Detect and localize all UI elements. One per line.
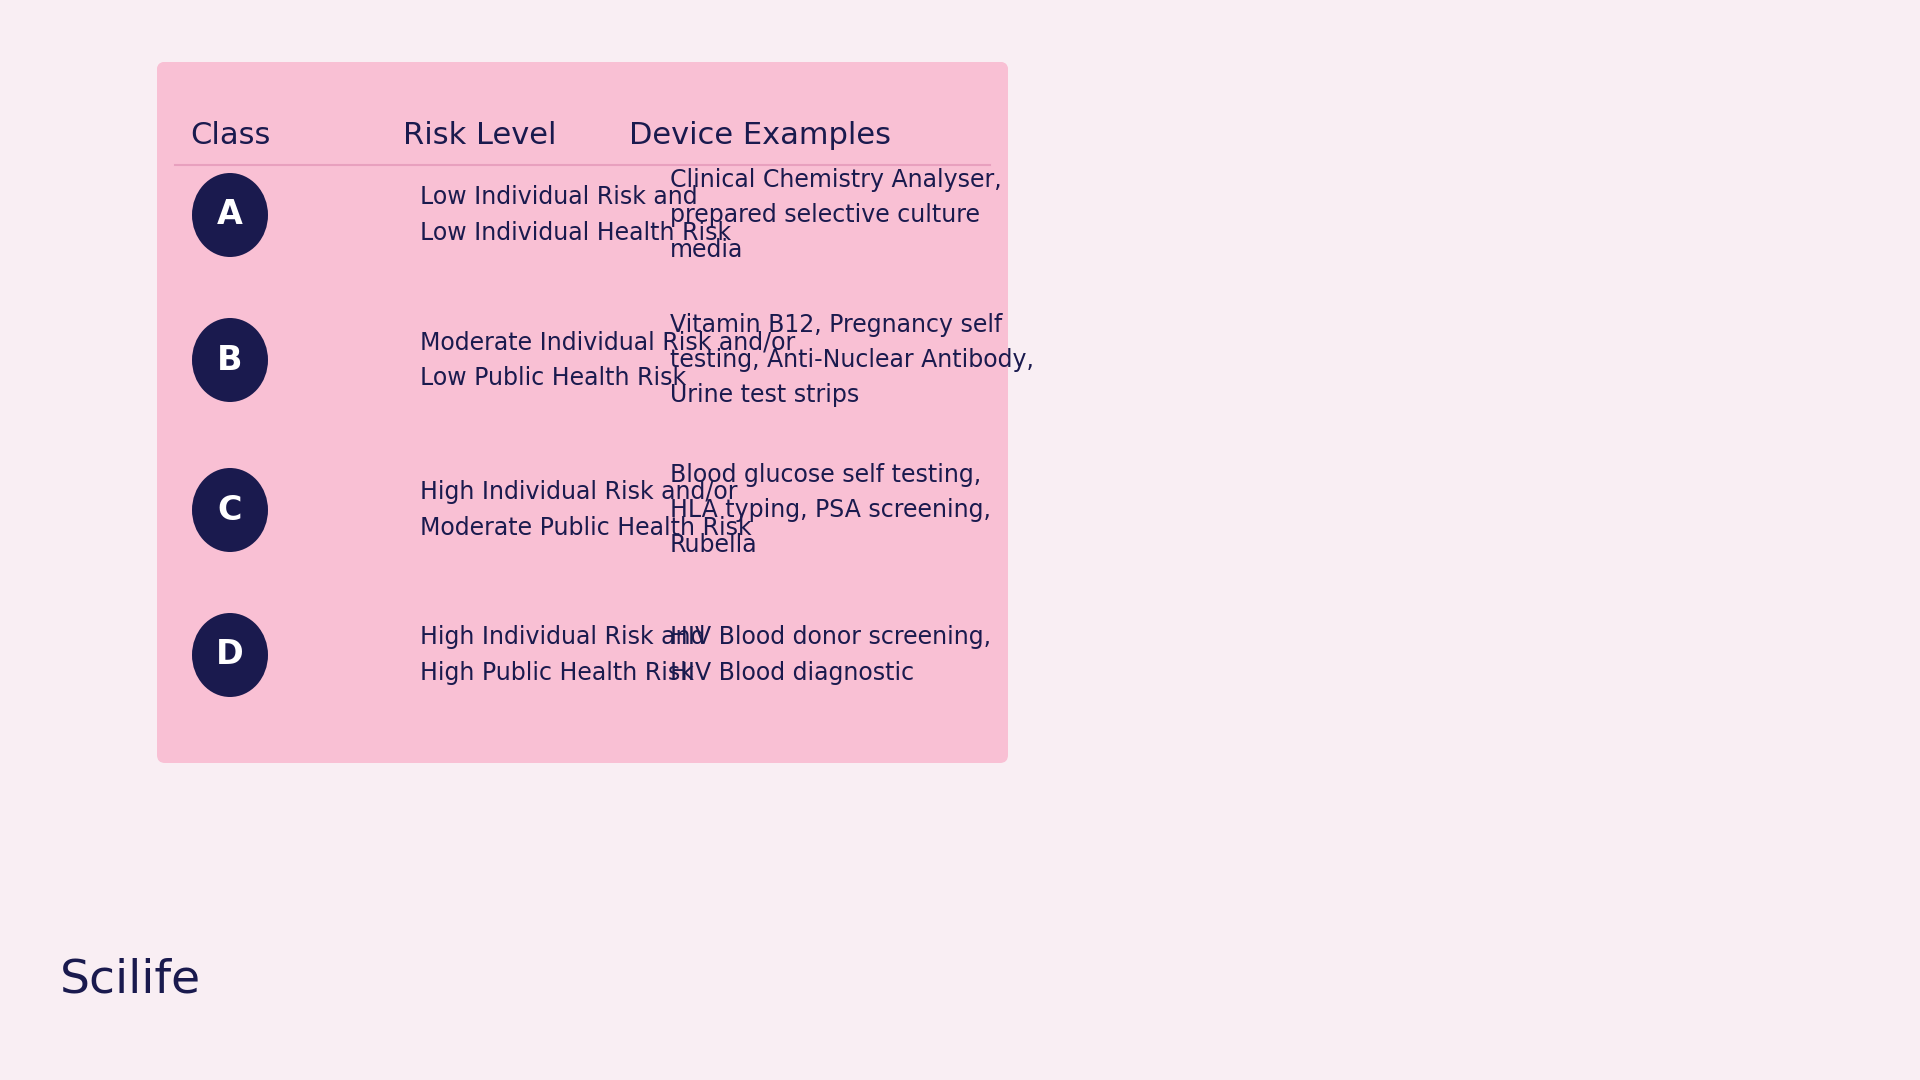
FancyBboxPatch shape <box>157 62 1008 168</box>
Text: Clinical Chemistry Analyser,
prepared selective culture
media: Clinical Chemistry Analyser, prepared se… <box>670 167 1002 262</box>
Ellipse shape <box>192 613 269 697</box>
Text: B: B <box>217 343 242 377</box>
Ellipse shape <box>192 318 269 402</box>
Text: Device Examples: Device Examples <box>630 121 891 149</box>
Ellipse shape <box>192 173 269 257</box>
Text: Scilife: Scilife <box>60 958 202 1002</box>
Text: Risk Level: Risk Level <box>403 121 557 149</box>
Text: C: C <box>217 494 242 526</box>
Text: Vitamin B12, Pregnancy self
testing, Anti-Nuclear Antibody,
Urine test strips: Vitamin B12, Pregnancy self testing, Ant… <box>670 312 1033 407</box>
Text: Blood glucose self testing,
HLA typing, PSA screening,
Rubella: Blood glucose self testing, HLA typing, … <box>670 462 991 557</box>
Text: High Individual Risk and/or
Moderate Public Health Risk: High Individual Risk and/or Moderate Pub… <box>420 481 751 540</box>
Text: Low Individual Risk and
Low Individual Health Risk: Low Individual Risk and Low Individual H… <box>420 186 732 245</box>
Text: A: A <box>217 199 244 231</box>
Text: Class: Class <box>190 121 271 149</box>
FancyBboxPatch shape <box>157 62 1008 762</box>
Ellipse shape <box>192 468 269 552</box>
Text: HIV Blood donor screening,
HIV Blood diagnostic: HIV Blood donor screening, HIV Blood dia… <box>670 625 991 685</box>
Text: D: D <box>217 638 244 672</box>
Text: Moderate Individual Risk and/or
Low Public Health Risk: Moderate Individual Risk and/or Low Publ… <box>420 330 795 390</box>
Text: High Individual Risk and
High Public Health Risk: High Individual Risk and High Public Hea… <box>420 625 705 685</box>
